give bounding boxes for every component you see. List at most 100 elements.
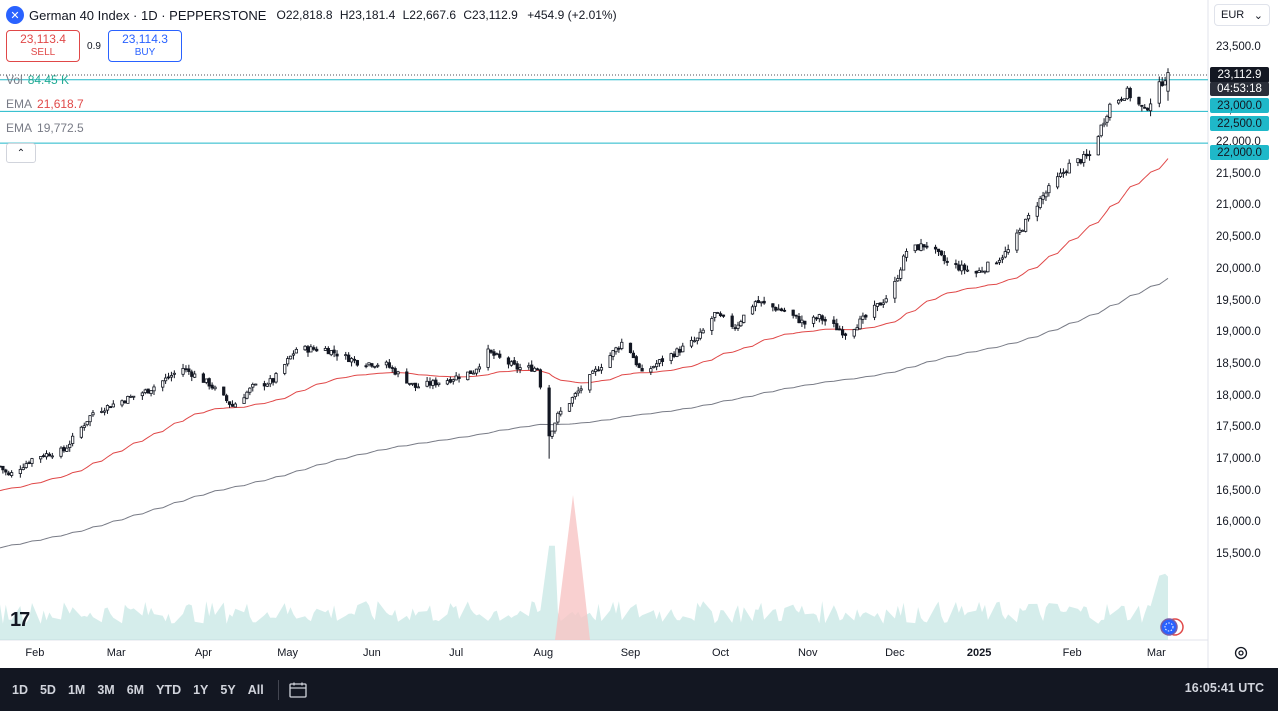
candle-body [803, 320, 807, 325]
candle-body [30, 458, 34, 464]
timeframe-1d[interactable]: 1D [12, 682, 28, 697]
sell-button[interactable]: 23,113.4 SELL [6, 30, 80, 62]
candle-body [800, 319, 804, 324]
utc-clock[interactable]: 16:05:41 UTC [1184, 681, 1264, 695]
candle-body [24, 463, 28, 468]
ema-slow-legend[interactable]: EMA 19,772.5 [6, 121, 84, 135]
candle-body [611, 350, 615, 357]
candle-body [1160, 81, 1164, 87]
candle-body [41, 455, 46, 458]
candle-body [939, 250, 943, 256]
candle-body [1047, 185, 1051, 194]
volume-legend-label: Vol [6, 73, 23, 87]
timeframe-6m[interactable]: 6M [126, 682, 145, 697]
y-tick-label: 18,500.0 [1216, 357, 1261, 370]
candle-body [872, 304, 877, 318]
candle-body [309, 346, 313, 353]
candle-body [567, 403, 572, 412]
candle-body [352, 358, 357, 361]
candle-body [774, 307, 778, 311]
candle-body [68, 443, 72, 448]
candle-body [1015, 232, 1019, 251]
currency-selector[interactable]: EUR ⌄ [1214, 4, 1270, 26]
candle-body [933, 246, 938, 250]
candle-body [242, 397, 246, 404]
tradingview-logo[interactable]: 17 [10, 609, 30, 631]
change-value: +454.9 (+2.01%) [527, 8, 617, 22]
countdown-tag: 04:53:18 [1210, 82, 1269, 96]
y-tick-label: 20,500.0 [1216, 231, 1261, 244]
timeframe-ytd[interactable]: YTD [156, 682, 182, 697]
symbol-logo-icon[interactable]: ✕ [6, 6, 24, 24]
candle-body [59, 447, 63, 457]
timeframe-all[interactable]: All [247, 682, 264, 697]
candle-body [469, 370, 473, 375]
timeframe-1y[interactable]: 1Y [193, 682, 209, 697]
candle-body [660, 358, 665, 362]
candle-body [123, 400, 127, 403]
x-tick-label: Oct [711, 647, 730, 659]
candle-body [1085, 153, 1089, 157]
bottom-toolbar: 1D 5D 1M 3M 6M YTD 1Y 5Y All [0, 668, 1278, 711]
candle-body [797, 316, 801, 324]
candle-body [498, 353, 502, 358]
candle-body [245, 391, 249, 399]
calendar-range-icon[interactable] [289, 682, 307, 698]
collapse-legend-button[interactable]: ⌃ [6, 143, 36, 163]
candle-body [355, 360, 359, 366]
buy-button[interactable]: 23,114.3 BUY [108, 30, 182, 62]
candle-body [390, 367, 394, 369]
last-price-tag: 23,112.9 [1210, 67, 1269, 83]
candle-body [91, 412, 95, 416]
candle-body [303, 345, 307, 351]
ema-fast-legend[interactable]: EMA 21,618.7 [6, 97, 84, 111]
ema-slow-line [0, 277, 1169, 549]
x-tick-label: May [277, 647, 299, 659]
candle-body [794, 314, 798, 317]
candle-body [672, 353, 676, 357]
timeframe-3m[interactable]: 3M [97, 682, 115, 697]
candle-body [79, 426, 83, 438]
events-icon[interactable] [1157, 617, 1187, 637]
candle-body [759, 301, 763, 304]
candle-body [640, 368, 644, 372]
candle-body [896, 278, 900, 282]
candle-body [594, 368, 598, 372]
timeframe-5y[interactable]: 5Y [220, 682, 236, 697]
candle-body [733, 327, 737, 330]
candle-body [994, 262, 999, 265]
currency-label: EUR [1221, 9, 1245, 21]
candle-body [614, 347, 618, 353]
volume-legend[interactable]: Vol 84.45 K [6, 73, 69, 87]
open-value: 22,818.8 [285, 8, 333, 22]
candle-body [695, 337, 699, 342]
timeframe-1m[interactable]: 1M [67, 682, 86, 697]
candle-body [977, 270, 981, 273]
timeframe-5d[interactable]: 5D [39, 682, 56, 697]
candle-body [762, 300, 766, 304]
candle-body [596, 369, 601, 372]
candle-body [434, 379, 438, 386]
candle-body [1105, 115, 1109, 123]
candle-body [620, 341, 624, 349]
candle-body [718, 313, 723, 317]
settings-gear-icon[interactable] [1234, 646, 1248, 660]
candle-body [1021, 229, 1025, 232]
candle-body [364, 365, 368, 368]
price-chart[interactable] [0, 0, 1278, 668]
candle-body [1064, 171, 1068, 174]
candle-body [893, 281, 897, 299]
candle-body [960, 264, 964, 272]
candle-body [39, 456, 43, 460]
candle-body [721, 314, 726, 317]
candle-body [701, 329, 705, 334]
candle-body [477, 366, 482, 370]
symbol-title[interactable]: German 40 Index · 1D · PEPPERSTONE [29, 7, 267, 23]
candle-body [370, 363, 374, 367]
y-tick-label: 15,500.0 [1216, 548, 1261, 560]
candle-body [1108, 103, 1112, 118]
candle-body [1096, 136, 1100, 156]
high-label: H [339, 8, 349, 22]
candle-body [82, 425, 86, 428]
trade-panel: 23,113.4 SELL 0.9 23,114.3 BUY [6, 30, 182, 62]
